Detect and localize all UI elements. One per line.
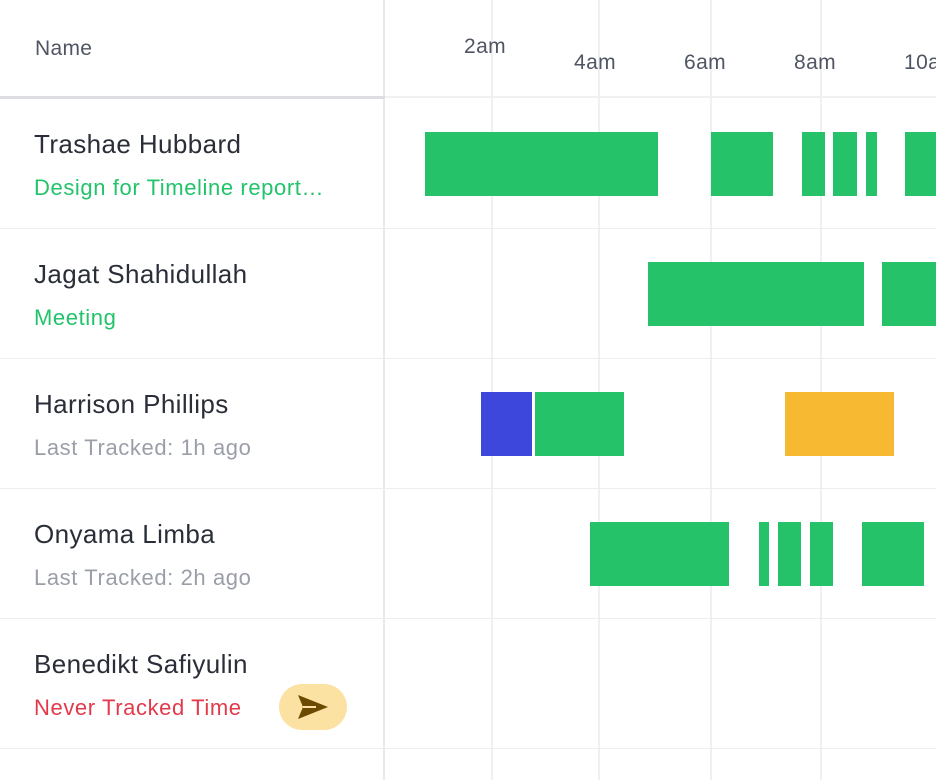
time-entry-bar[interactable] [882,262,936,326]
name-column-header[interactable]: Name [35,37,93,60]
user-name[interactable]: Harrison Phillips [34,389,229,419]
send-reminder-button[interactable] [279,684,347,730]
user-row-harrison-phillips[interactable]: Harrison Phillips Last Tracked: 1h ago [0,359,385,489]
time-entry-bar[interactable] [810,522,833,586]
user-status: Meeting [34,305,117,330]
time-entry-bar[interactable] [833,132,857,196]
user-status: Last Tracked: 1h ago [34,435,252,460]
send-icon [298,695,328,719]
tick-label: 8am [794,51,837,74]
user-status: Design for Timeline report… [34,175,325,200]
time-entry-bar[interactable] [535,392,624,456]
time-entry-bar[interactable] [862,522,924,586]
tick-label: 4am [574,51,617,74]
grid-line-4am [598,0,600,780]
time-entry-bar[interactable] [759,522,769,586]
row-divider [0,228,936,229]
time-entry-bar[interactable] [905,132,936,196]
user-name[interactable]: Onyama Limba [34,519,216,549]
time-entry-bar[interactable] [425,132,658,196]
row-divider [0,358,936,359]
user-row-trashae-hubbard[interactable]: Trashae Hubbard Design for Timeline repo… [0,99,385,229]
time-entry-bar[interactable] [802,132,825,196]
user-row-jagat-shahidullah[interactable]: Jagat Shahidullah Meeting [0,229,385,359]
user-row-onyama-limba[interactable]: Onyama Limba Last Tracked: 2h ago [0,489,385,619]
tick-label: 2am [464,35,507,58]
row-divider [0,748,936,749]
user-status: Never Tracked Time [34,695,242,720]
row-divider [0,488,936,489]
name-column [0,0,385,780]
time-entry-bar[interactable] [648,262,864,326]
tick-label: 6am [684,51,727,74]
header-divider [0,96,385,99]
time-entry-bar[interactable] [711,132,773,196]
user-name[interactable]: Jagat Shahidullah [34,259,248,289]
tick-label: 10am [904,51,936,74]
timeline-header-divider [385,96,936,98]
user-status: Last Tracked: 2h ago [34,565,252,590]
time-entry-bar[interactable] [866,132,877,196]
row-divider [0,618,936,619]
grid-line-8am [820,0,822,780]
time-entry-bar[interactable] [590,522,729,586]
grid-line-2am [491,0,493,780]
time-entry-bar[interactable] [481,392,532,456]
user-name[interactable]: Benedikt Safiyulin [34,649,248,679]
time-entry-bar[interactable] [778,522,801,586]
user-name[interactable]: Trashae Hubbard [34,129,242,159]
grid-line-6am [710,0,712,780]
time-entry-bar[interactable] [785,392,894,456]
user-row-benedikt-safiyulin[interactable]: Benedikt Safiyulin Never Tracked Time [0,619,385,749]
